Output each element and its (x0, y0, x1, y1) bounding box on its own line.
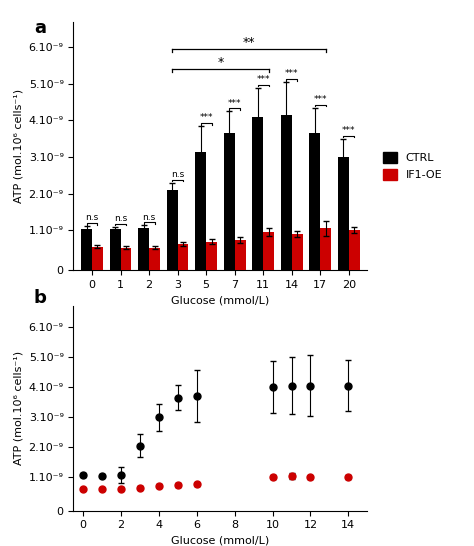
Bar (349, 230, 360, 270)
Text: ***: *** (256, 75, 270, 84)
Text: ***: *** (342, 126, 356, 135)
Bar (138, 228, 149, 270)
Bar (320, 228, 331, 270)
Bar (167, 190, 178, 270)
Bar (92, 247, 103, 270)
Text: n.s: n.s (114, 214, 127, 223)
Text: ***: *** (313, 95, 327, 104)
Bar (149, 248, 160, 270)
Text: n.s: n.s (143, 213, 155, 222)
Y-axis label: ATP (mol.10⁶ cells⁻¹): ATP (mol.10⁶ cells⁻¹) (13, 351, 23, 465)
Text: *: * (217, 56, 224, 69)
Bar (338, 157, 349, 270)
Bar (310, 133, 320, 270)
Bar (281, 115, 292, 270)
Text: ***: *** (200, 114, 213, 122)
Bar (224, 133, 235, 270)
Bar (235, 240, 246, 270)
Legend: CTRL, IF1-OE: CTRL, IF1-OE (379, 147, 447, 185)
Bar (292, 234, 302, 270)
Bar (178, 244, 189, 270)
Bar (263, 232, 274, 270)
Bar (109, 229, 120, 270)
X-axis label: Glucose (mmol/L): Glucose (mmol/L) (171, 536, 270, 546)
Bar (206, 242, 217, 270)
Bar (81, 229, 92, 270)
Text: ***: *** (285, 69, 299, 79)
Text: a: a (34, 19, 46, 37)
X-axis label: Glucose (mmol/L): Glucose (mmol/L) (171, 295, 270, 306)
Text: b: b (34, 289, 46, 307)
Bar (120, 248, 131, 270)
Bar (195, 152, 206, 270)
Bar (252, 117, 263, 270)
Text: **: ** (243, 35, 255, 49)
Text: n.s: n.s (171, 170, 184, 179)
Text: ***: *** (228, 99, 241, 108)
Y-axis label: ATP (mol.10⁶ cells⁻¹): ATP (mol.10⁶ cells⁻¹) (13, 89, 23, 203)
Text: n.s: n.s (85, 213, 99, 222)
